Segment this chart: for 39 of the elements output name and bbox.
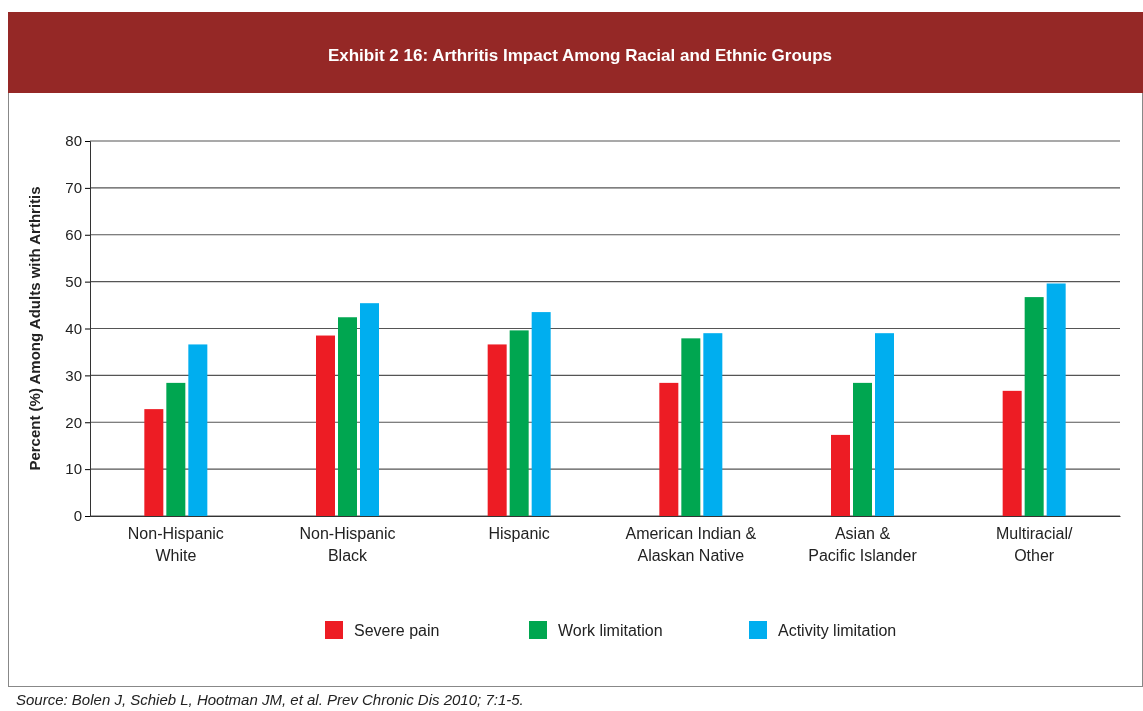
legend-label: Work limitation — [558, 622, 663, 639]
x-tick-label: Multiracial/ Other — [995, 525, 1073, 564]
bar — [659, 382, 679, 516]
y-tick-label: 30 — [65, 366, 82, 384]
y-tick-label: 60 — [65, 226, 82, 244]
bar — [1002, 390, 1022, 516]
y-axis-title: Percent (%) Among Adults with Arthritis — [26, 186, 43, 471]
x-tick-label: Hispanic — [488, 525, 550, 542]
bar — [531, 312, 551, 516]
chart-title: Exhibit 2 16: Arthritis Impact Among Racial and Ethnic Groups — [327, 46, 833, 65]
y-tick-label: 80 — [65, 132, 82, 150]
bar — [188, 344, 208, 516]
bar — [1024, 297, 1044, 516]
bar — [853, 382, 872, 516]
bar — [831, 434, 850, 516]
bar — [875, 333, 894, 516]
y-tick-label: 40 — [65, 319, 82, 337]
legend-label: Activity limitation — [778, 622, 897, 639]
bar — [703, 333, 723, 516]
legend-label: Severe pain — [354, 622, 440, 639]
x-tick-label: Asian & Pacific Islander — [808, 525, 918, 564]
bar — [316, 335, 335, 516]
bar — [166, 382, 186, 516]
source-note: Source: Bolen J, Schieb L, Hootman JM, et al. Prev Chronic Dis 2010; 7:1-5. — [16, 691, 524, 708]
y-tick-label: 70 — [65, 179, 82, 197]
bar — [681, 338, 701, 516]
y-tick-label: 0 — [73, 507, 82, 525]
x-tick-label: American Indian & Alaskan Native — [625, 525, 757, 564]
bar — [144, 409, 164, 516]
x-tick-label: Non-Hispanic White — [127, 525, 224, 564]
y-tick-label: 20 — [65, 413, 82, 431]
bar — [1046, 283, 1066, 516]
y-tick-label: 50 — [65, 272, 82, 290]
bar — [338, 317, 357, 516]
bar — [509, 330, 529, 516]
y-tick-label: 10 — [65, 460, 82, 478]
bar — [360, 303, 379, 516]
x-tick-label: Non-Hispanic Black — [299, 525, 396, 564]
bar — [487, 344, 507, 516]
